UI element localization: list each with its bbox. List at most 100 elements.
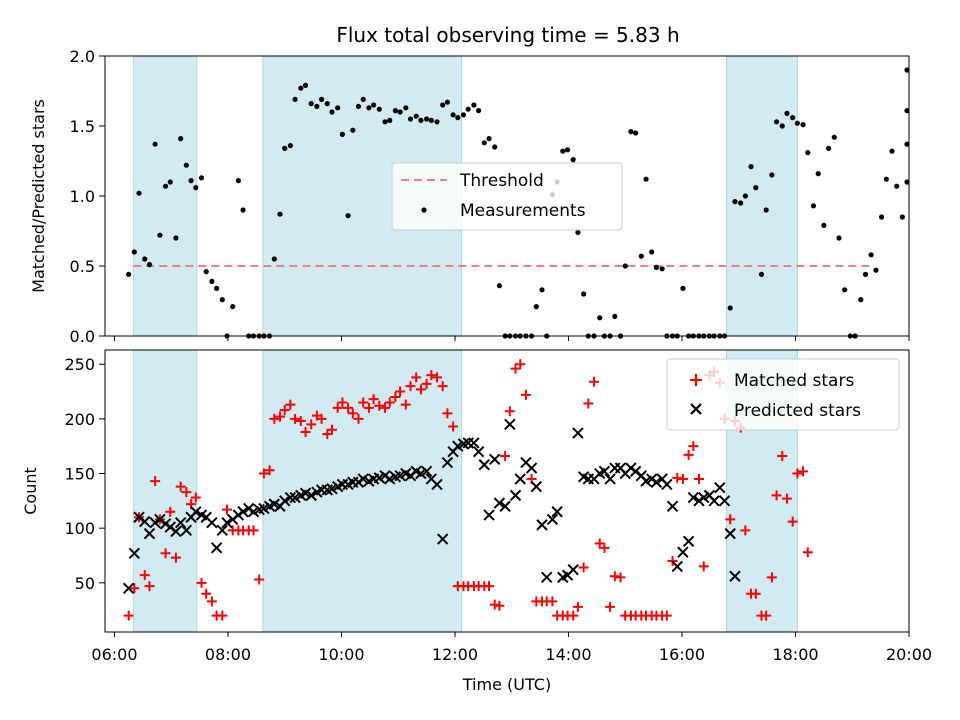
matched-star-marker xyxy=(667,555,678,566)
predicted-star-marker xyxy=(546,513,559,526)
measurement-point xyxy=(904,108,910,114)
matched-star-marker xyxy=(448,421,459,432)
measurement-point xyxy=(428,117,434,123)
measurement-point xyxy=(883,176,889,182)
measurement-point xyxy=(638,253,644,259)
matched-star-marker xyxy=(489,599,500,610)
measurement-point xyxy=(810,203,817,209)
predicted-star-marker xyxy=(729,570,741,582)
measurement-point xyxy=(460,112,467,118)
matched-star-marker xyxy=(740,525,751,536)
matched-star-marker xyxy=(129,583,140,594)
predicted-star-marker xyxy=(216,524,228,537)
top-legend: Threshold Measurements xyxy=(391,162,623,231)
matched-star-marker xyxy=(190,492,201,503)
x-tick-label: 20:00 xyxy=(886,645,932,664)
matched-star-marker xyxy=(170,552,181,563)
measurement-point xyxy=(455,115,461,121)
y-tick-label: 50 xyxy=(75,574,95,593)
measurement-point xyxy=(826,145,832,151)
legend-matched-label: Matched stars xyxy=(734,371,854,391)
matched-star-marker xyxy=(353,413,364,424)
legend-measurements-label: Measurements xyxy=(460,201,586,221)
matched-star-marker xyxy=(144,581,155,592)
measurement-point xyxy=(858,297,864,303)
predicted-star-marker xyxy=(180,524,193,537)
measurement-point xyxy=(680,285,686,291)
matched-star-marker xyxy=(400,399,411,410)
matched-star-marker xyxy=(578,562,589,573)
measurement-point xyxy=(773,119,780,125)
measurement-point xyxy=(188,178,194,184)
matched-star-marker xyxy=(432,372,443,383)
measurement-point xyxy=(203,269,209,275)
measurement-point xyxy=(659,266,665,272)
measurement-point xyxy=(142,256,148,262)
matched-star-marker xyxy=(589,376,600,387)
legend-matched-swatch xyxy=(690,374,702,386)
measurement-point xyxy=(360,96,366,102)
measurement-point xyxy=(292,96,298,102)
measurement-point xyxy=(277,211,283,217)
legend-predicted-swatch xyxy=(690,403,702,415)
measurement-point xyxy=(862,271,869,277)
matched-star-marker xyxy=(500,451,511,462)
measurement-point xyxy=(324,101,330,107)
matched-star-marker xyxy=(766,572,777,583)
measurement-point xyxy=(235,178,241,184)
measurement-point xyxy=(387,117,393,123)
predicted-star-marker xyxy=(305,489,317,502)
predicted-star-marker xyxy=(237,506,249,518)
measurement-point xyxy=(904,67,910,73)
matched-star-marker xyxy=(165,506,176,517)
y-tick-label: 1.5 xyxy=(70,117,95,136)
predicted-star-marker xyxy=(509,489,522,502)
matched-star-marker xyxy=(792,468,803,479)
matched-star-marker xyxy=(594,538,605,549)
matched-star-marker xyxy=(347,408,358,419)
measurement-point xyxy=(230,304,236,310)
measurement-point xyxy=(904,179,910,185)
measurement-point xyxy=(753,185,759,191)
measurement-point xyxy=(560,148,566,154)
matched-star-marker xyxy=(437,381,448,392)
measurement-point xyxy=(486,136,492,142)
bottom-legend: Matched stars Predicted stars xyxy=(666,358,900,431)
legend-predicted-label: Predicted stars xyxy=(734,401,861,421)
matched-star-marker xyxy=(415,384,426,395)
matched-star-marker xyxy=(572,601,583,612)
measurement-point xyxy=(407,116,414,122)
matched-star-marker xyxy=(139,570,150,581)
measurement-point xyxy=(492,144,498,150)
measurement-point xyxy=(183,162,189,168)
measurement-point xyxy=(633,130,639,136)
matched-star-marker xyxy=(363,402,374,413)
shaded-interval xyxy=(725,55,798,337)
top-y-axis: 0.0 0.5 1.0 1.5 2.0 xyxy=(70,47,105,346)
matched-star-marker xyxy=(426,370,437,381)
matched-star-marker xyxy=(781,493,792,504)
y-tick-label: 100 xyxy=(64,519,95,538)
matched-star-marker xyxy=(798,466,809,477)
measurement-point xyxy=(894,183,900,189)
matched-star-marker xyxy=(279,405,290,416)
measurement-point xyxy=(570,157,576,163)
measurement-point xyxy=(302,82,309,88)
measurement-point xyxy=(758,271,765,277)
measurement-point xyxy=(836,235,842,241)
measurement-point xyxy=(873,267,879,273)
matched-star-marker xyxy=(442,408,453,419)
y-tick-label: 2.0 xyxy=(70,47,95,66)
matched-star-marker xyxy=(787,516,798,527)
measurement-point xyxy=(769,172,775,178)
matched-star-marker xyxy=(698,561,709,572)
matched-star-marker xyxy=(264,465,275,476)
measurement-point xyxy=(126,271,132,277)
matched-star-marker xyxy=(583,398,594,409)
matched-star-marker xyxy=(609,571,620,582)
measurement-point xyxy=(649,249,655,255)
matched-star-marker xyxy=(295,416,306,427)
predicted-star-marker xyxy=(604,473,616,485)
matched-star-marker xyxy=(568,610,579,621)
matched-star-marker xyxy=(217,610,228,621)
